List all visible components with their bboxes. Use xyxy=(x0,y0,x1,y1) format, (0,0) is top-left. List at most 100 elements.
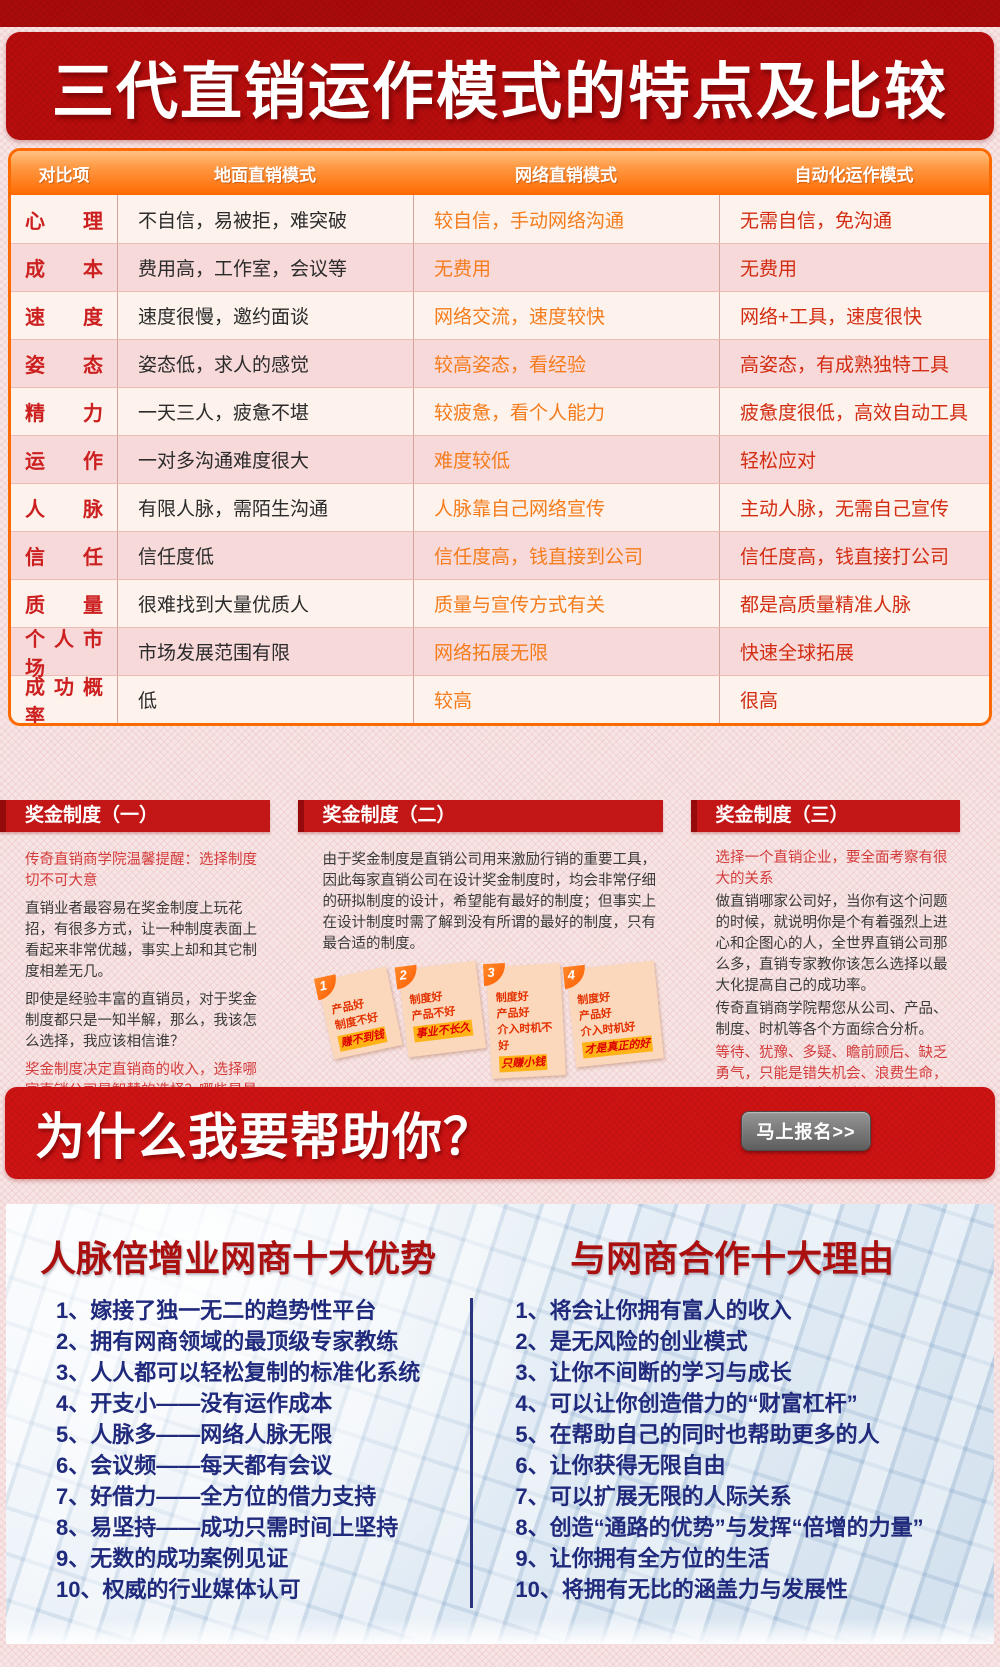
row-label-cell: 成功概率 xyxy=(11,676,117,724)
cell-auto: 无需自信，免沟通 xyxy=(719,195,989,243)
card-number-badge: 4 xyxy=(562,964,587,990)
advantages-section: 人脉倍增业网商十大优势 与网商合作十大理由 1、嫁接了独一无二的趋势性平台 2、… xyxy=(6,1204,994,1644)
table-header-row: 对比项 地面直销模式 网络直销模式 自动化运作模式 xyxy=(11,151,989,195)
header-compare-item: 对比项 xyxy=(38,165,90,185)
advantages-right-list: 1、将会让你拥有富人的收入 2、是无风险的创业模式 3、让你不间断的学习与成长 … xyxy=(470,1298,994,1608)
advantages-right-title: 与网商合作十大理由 xyxy=(570,1238,895,1279)
bonus-two-body: 由于奖金制度是直销公司用来激励行销的重要工具，因此每家直销公司在设计奖金制度时，… xyxy=(298,832,664,1079)
table-row: 人脉 有限人脉，需陌生沟通 人脉靠自己网络宣传 主动人脉，无需自己宣传 xyxy=(11,483,989,531)
row-label-cell: 个人市场 xyxy=(11,628,117,680)
header-ground-mode: 地面直销模式 xyxy=(214,165,316,185)
advantages-left-list: 1、嫁接了独一无二的趋势性平台 2、拥有网商领域的最顶级专家教练 3、人人都可以… xyxy=(6,1298,470,1608)
cell-auto: 高姿态，有成熟独特工具 xyxy=(719,340,989,387)
cell-ground: 有限人脉，需陌生沟通 xyxy=(117,484,413,531)
page-title: 三代直销运作模式的特点及比较 xyxy=(51,58,948,127)
row-label-cell: 运作 xyxy=(11,436,117,483)
advantages-lists: 1、嫁接了独一无二的趋势性平台 2、拥有网商领域的最顶级专家教练 3、人人都可以… xyxy=(6,1298,994,1608)
cell-ground: 一天三人，疲惫不堪 xyxy=(117,388,413,435)
cell-ground: 费用高，工作室，会议等 xyxy=(117,244,413,291)
list-item: 1、嫁接了独一无二的趋势性平台 xyxy=(56,1298,377,1323)
list-item: 8、易坚持——成功只需时间上坚持 xyxy=(56,1515,399,1540)
cell-network: 质量与宣传方式有关 xyxy=(413,580,719,627)
cell-ground: 速度很慢，邀约面谈 xyxy=(117,292,413,339)
row-label-cell: 成本 xyxy=(11,244,117,291)
row-label-cell: 人脉 xyxy=(11,484,117,531)
cell-network: 信任度高，钱直接到公司 xyxy=(413,532,719,579)
cell-network: 较疲惫，看个人能力 xyxy=(413,388,719,435)
bonus-card: 1 产品好 制度不好 赚不到钱 xyxy=(313,966,403,1060)
bonus-one-body: 传奇直销商学院温馨提醒：选择制度切不可大意 直销业者最容易在奖金制度上玩花招，有… xyxy=(0,832,270,1123)
bonus-two-title: 奖金制度（二） xyxy=(297,800,663,832)
row-label: 成本 xyxy=(25,259,103,281)
bonus-three-title: 奖金制度（三） xyxy=(690,800,960,832)
card-highlight: 才是真正的好 xyxy=(581,1035,653,1059)
row-label: 姿态 xyxy=(25,355,103,377)
bonus-cards: 1 产品好 制度不好 赚不到钱 2 制度好 产品不好 事业不长久 3 制度好 产… xyxy=(313,960,664,1079)
table-row: 精力 一天三人，疲惫不堪 较疲惫，看个人能力 疲惫度很低，高效自动工具 xyxy=(11,387,989,435)
page-title-banner: 三代直销运作模式的特点及比较 xyxy=(6,32,994,140)
bonus-systems-section: 奖金制度（一） 传奇直销商学院温馨提醒：选择制度切不可大意 直销业者最容易在奖金… xyxy=(0,800,1000,1124)
cell-network: 较高 xyxy=(413,676,719,723)
bonus-column-one: 奖金制度（一） 传奇直销商学院温馨提醒：选择制度切不可大意 直销业者最容易在奖金… xyxy=(0,800,270,1120)
list-item: 5、在帮助自己的同时也帮助更多的人 xyxy=(515,1422,880,1447)
header-network-mode: 网络直销模式 xyxy=(515,165,617,185)
cell-auto: 网络+工具，速度很快 xyxy=(719,292,989,339)
list-item: 10、将拥有无比的涵盖力与发展性 xyxy=(515,1577,848,1602)
row-label-cell: 信任 xyxy=(11,532,117,579)
card-highlight: 事业不长久 xyxy=(412,1019,473,1043)
advantages-left-title: 人脉倍增业网商十大优势 xyxy=(40,1238,437,1279)
cell-ground: 姿态低，求人的感觉 xyxy=(117,340,413,387)
list-item: 6、让你获得无限自由 xyxy=(515,1453,726,1478)
table-row: 运作 一对多沟通难度很大 难度较低 轻松应对 xyxy=(11,435,989,483)
list-item: 9、无数的成功案例见证 xyxy=(56,1546,289,1571)
cell-auto: 都是高质量精准人脉 xyxy=(719,580,989,627)
row-label: 人脉 xyxy=(25,499,103,521)
list-item: 8、创造“通路的优势”与发挥“倍增的力量” xyxy=(515,1515,924,1540)
cell-auto: 信任度高，钱直接打公司 xyxy=(719,532,989,579)
bonus-card: 2 制度好 产品不好 事业不长久 xyxy=(394,960,486,1058)
bonus-one-paragraph: 直销业者最容易在奖金制度上玩花招，有很多方式，让一种制度表面上看起来非常优越，事… xyxy=(25,901,257,980)
table-row: 成本 费用高，工作室，会议等 无费用 无费用 xyxy=(11,243,989,291)
cell-ground: 一对多沟通难度很大 xyxy=(117,436,413,483)
bonus-two-paragraph: 由于奖金制度是直销公司用来激励行销的重要工具，因此每家直销公司在设计奖金制度时，… xyxy=(322,852,657,952)
bonus-one-paragraph: 即使是经验丰富的直销员，对于奖金制度都只是一知半解，那么，我该怎么选择，我应该相… xyxy=(25,992,257,1050)
list-item: 5、人脉多——网络人脉无限 xyxy=(56,1422,333,1447)
help-banner-title: 为什么我要帮助你？ xyxy=(35,1109,494,1165)
table-row: 姿态 姿态低，求人的感觉 较高姿态，看经验 高姿态，有成熟独特工具 xyxy=(11,339,989,387)
row-label: 成功概率 xyxy=(25,676,103,726)
row-label-cell: 质量 xyxy=(11,580,117,627)
card-number-badge: 1 xyxy=(313,974,340,1001)
row-label: 精力 xyxy=(25,403,103,425)
table-row: 质量 很难找到大量优质人 质量与宣传方式有关 都是高质量精准人脉 xyxy=(11,579,989,627)
table-row: 信任 信任度低 信任度高，钱直接到公司 信任度高，钱直接打公司 xyxy=(11,531,989,579)
advantages-titles: 人脉倍增业网商十大优势 与网商合作十大理由 xyxy=(6,1204,994,1282)
bonus-three-lead: 选择一个直销企业，要全面考察有很大的关系 xyxy=(715,850,948,887)
cell-auto: 很高 xyxy=(719,676,989,723)
row-label-cell: 精力 xyxy=(11,388,117,435)
card-number-badge: 3 xyxy=(482,963,506,987)
bonus-card: 3 制度好 产品好 介入时机不好 只赚小钱 xyxy=(482,963,566,1079)
bonus-card: 4 制度好 产品好 介入时机好 才是真正的好 xyxy=(562,960,664,1068)
bonus-three-paragraph: 传奇直销商学院帮您从公司、产品、制度、时机等各个方面综合分析。 xyxy=(715,1001,948,1038)
row-label-cell: 速度 xyxy=(11,292,117,339)
row-label-cell: 心理 xyxy=(11,195,117,243)
row-label-cell: 姿态 xyxy=(11,340,117,387)
signup-button[interactable]: 马上报名>> xyxy=(741,1111,871,1151)
row-label: 运作 xyxy=(25,451,103,473)
list-item: 7、可以扩展无限的人际关系 xyxy=(515,1484,792,1509)
bonus-one-reminder: 传奇直销商学院温馨提醒：选择制度切不可大意 xyxy=(25,852,257,889)
cell-network: 网络交流，速度较快 xyxy=(413,292,719,339)
table-row: 速度 速度很慢，邀约面谈 网络交流，速度较快 网络+工具，速度很快 xyxy=(11,291,989,339)
bonus-three-body: 选择一个直销企业，要全面考察有很大的关系 做直销哪家公司好，当你有这个问题的时候… xyxy=(691,832,961,1127)
row-label: 质量 xyxy=(25,595,103,617)
cell-ground: 低 xyxy=(117,676,413,723)
list-item: 7、好借力——全方位的借力支持 xyxy=(56,1484,377,1509)
table-row: 个人市场 市场发展范围有限 网络拓展无限 快速全球拓展 xyxy=(11,627,989,680)
list-item: 2、是无风险的创业模式 xyxy=(515,1329,748,1354)
card-line: 介入时机不好 xyxy=(496,1021,553,1053)
cell-network: 人脉靠自己网络宣传 xyxy=(413,484,719,531)
cell-ground: 市场发展范围有限 xyxy=(117,628,413,675)
cell-auto: 无费用 xyxy=(719,244,989,291)
table-row: 成功概率 低 较高 很高 xyxy=(11,675,989,723)
bonus-column-two: 奖金制度（二） 由于奖金制度是直销公司用来激励行销的重要工具，因此每家直销公司在… xyxy=(297,800,664,1087)
